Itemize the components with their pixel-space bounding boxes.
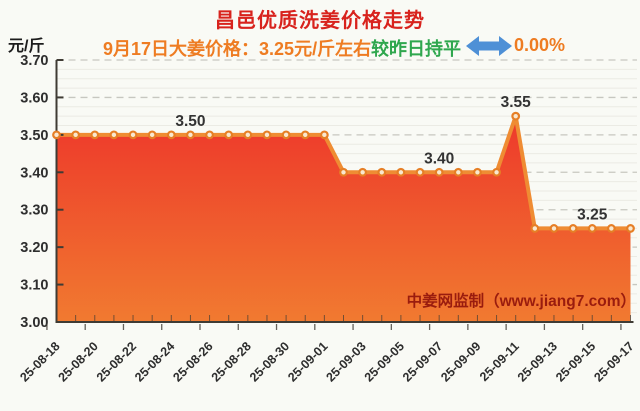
- data-point: [434, 167, 444, 177]
- x-tick-label: 25-08-24: [132, 339, 177, 384]
- data-point: [626, 224, 635, 233]
- data-point: [186, 130, 195, 140]
- data-point: [300, 130, 310, 140]
- data-point: [319, 130, 329, 140]
- value-label: 3.40: [424, 150, 454, 167]
- subtitle-price: 9月17日大姜价格：3.25元/斤左右: [103, 39, 372, 59]
- area-fill: [56, 116, 631, 323]
- data-point: [606, 224, 616, 233]
- data-point: [281, 130, 291, 140]
- y-tick-label: 3.50: [20, 128, 48, 144]
- watermark: 中姜网监制（www.jiang7.com）: [406, 293, 636, 310]
- data-point: [568, 224, 578, 233]
- data-point: [128, 130, 138, 140]
- x-tick-label: 25-09-09: [438, 339, 483, 384]
- left-right-arrow-shape: [466, 36, 512, 56]
- y-tick-label: 3.40: [20, 165, 48, 181]
- data-point: [224, 130, 234, 140]
- x-tick-label: 25-09-17: [591, 339, 636, 384]
- data-point: [530, 224, 540, 233]
- value-label: 3.25: [577, 206, 608, 223]
- x-tick-label: 25-09-07: [400, 339, 445, 384]
- data-point: [339, 167, 348, 177]
- data-point: [358, 167, 368, 177]
- data-point: [71, 130, 81, 140]
- y-tick-label: 3.10: [20, 278, 48, 294]
- value-label: 3.50: [175, 113, 205, 130]
- x-tick-label: 25-08-20: [56, 339, 101, 384]
- y-tick-label: 3.00: [20, 315, 48, 331]
- data-point: [549, 224, 559, 233]
- y-axis-unit-label: 元/斤: [8, 38, 45, 55]
- data-point: [587, 224, 597, 233]
- y-tick-label: 3.70: [20, 53, 48, 69]
- data-point: [52, 130, 61, 140]
- data-point: [377, 167, 387, 177]
- data-point: [473, 167, 482, 177]
- subtitle-change: 0.00%: [514, 35, 566, 55]
- x-tick-label: 25-09-15: [553, 339, 598, 384]
- data-point: [205, 130, 214, 140]
- y-tick-label: 3.60: [20, 90, 48, 106]
- data-point: [166, 130, 176, 140]
- data-point: [147, 130, 157, 140]
- x-tick-label: 25-08-26: [170, 339, 215, 384]
- data-point: [396, 167, 406, 177]
- data-point: [453, 167, 463, 177]
- x-tick-label: 25-09-13: [515, 339, 560, 384]
- x-tick-label: 25-09-01: [285, 339, 330, 384]
- data-point: [262, 130, 272, 140]
- data-point: [90, 130, 100, 140]
- x-tick-label: 25-08-28: [209, 339, 254, 384]
- value-label: 3.55: [501, 94, 532, 111]
- data-point: [109, 130, 119, 140]
- x-tick-label: 25-08-30: [247, 339, 292, 384]
- y-tick-label: 3.20: [20, 240, 48, 256]
- subtitle-status: 较昨日持平: [371, 39, 461, 59]
- x-tick-label: 25-09-03: [323, 339, 368, 384]
- page-title: 昌邑优质洗姜价格走势: [215, 10, 425, 32]
- data-point: [243, 130, 253, 140]
- data-point: [415, 167, 425, 177]
- y-tick-label: 3.30: [20, 203, 48, 219]
- x-tick-label: 25-09-11: [477, 339, 522, 384]
- left-right-arrow-icon: [466, 36, 512, 56]
- x-tick-label: 25-09-05: [362, 339, 407, 384]
- x-tick-label: 25-08-18: [17, 339, 62, 384]
- data-point: [492, 167, 501, 177]
- x-tick-label: 25-08-22: [94, 339, 139, 384]
- data-point: [511, 111, 521, 121]
